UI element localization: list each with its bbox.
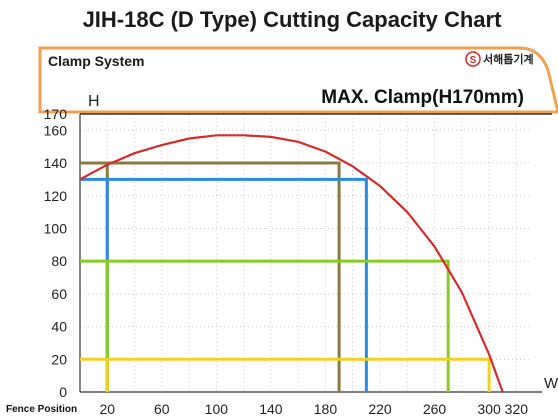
- y-tick-label: 60: [51, 286, 67, 302]
- capacity-rectangles: [80, 161, 491, 392]
- y-tick-label: 120: [44, 188, 68, 204]
- y-tick-label: 0: [59, 384, 67, 400]
- x-axis-label: W: [544, 375, 558, 392]
- capacity-bound-blue: [80, 177, 368, 392]
- chart-title: JIH-18C (D Type) Cutting Capacity Chart: [83, 7, 503, 32]
- y-tick-label: 160: [44, 122, 68, 138]
- y-tick-label: 140: [44, 155, 68, 171]
- x-tick-label: 260: [423, 401, 447, 417]
- x-tick-label: 320: [505, 401, 529, 417]
- y-tick-label: 40: [51, 319, 67, 335]
- x-tick-label: 20: [99, 401, 115, 417]
- brand-symbol: S: [470, 55, 477, 66]
- clamp-system-panel: Clamp System MAX. Clamp(H170mm) S 서해톱기계: [38, 46, 558, 114]
- y-axis-label: H: [88, 93, 100, 110]
- x-tick-label: 300: [477, 401, 501, 417]
- capacity-bound-yellow: [80, 357, 491, 392]
- x-tick-label: 180: [314, 401, 338, 417]
- grid: [80, 114, 530, 392]
- clamp-system-label: Clamp System: [48, 53, 144, 69]
- y-tick-label: 170: [44, 106, 68, 122]
- x-tick-label: 140: [259, 401, 283, 417]
- brand-name: 서해톱기계: [483, 52, 534, 66]
- fence-position-label: Fence Position: [6, 404, 77, 415]
- max-clamp-label: MAX. Clamp(H170mm): [321, 87, 524, 108]
- brand-logo: S 서해톱기계: [465, 51, 534, 67]
- capacity-bound-olive: [80, 161, 341, 392]
- y-tick-label: 80: [51, 253, 67, 269]
- y-tick-label: 20: [51, 351, 67, 367]
- x-tick-label: 220: [368, 401, 392, 417]
- clamp-system-box: [38, 46, 558, 114]
- y-tick-label: 100: [44, 220, 68, 236]
- brand-symbol-icon: [465, 51, 481, 67]
- capacity-bound-green: [80, 259, 450, 392]
- axes: [79, 113, 552, 393]
- x-tick-labels: 20 60 100 140 180 220 260 300 320: [99, 401, 528, 417]
- capacity-curve: [79, 134, 504, 393]
- x-tick-label: 60: [154, 401, 170, 417]
- x-tick-label: 100: [205, 401, 229, 417]
